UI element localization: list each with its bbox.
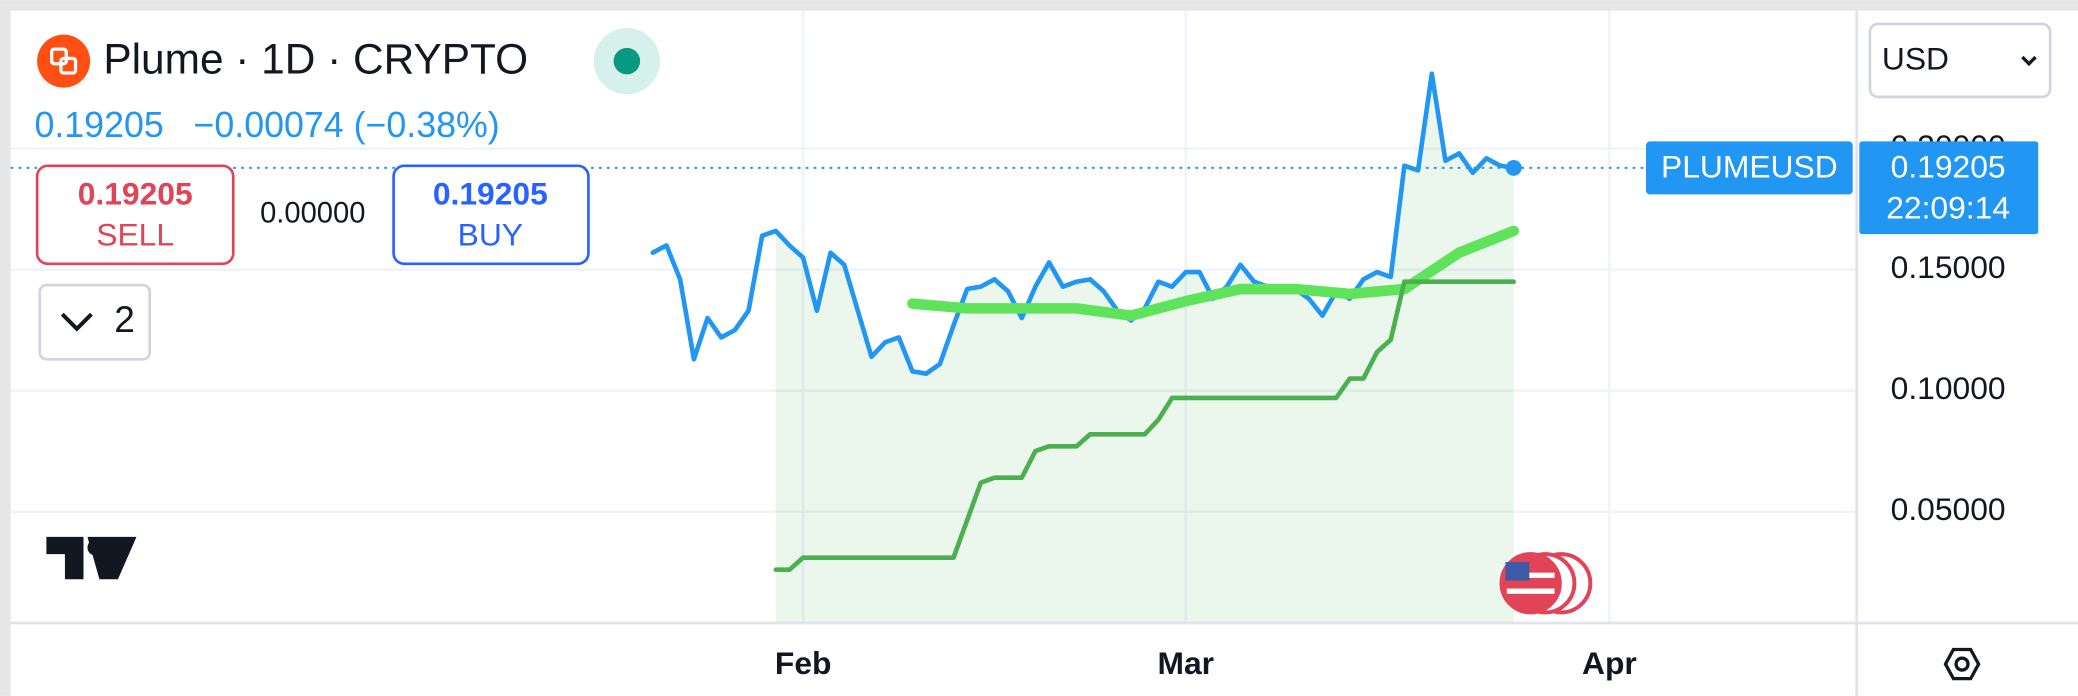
logo-glyph [50,47,68,66]
y-tick-label: 0.05000 [1891,491,2006,527]
settings-icon-center [1954,656,1970,672]
series-line [650,71,1517,377]
symbol-logo [37,34,91,88]
y-tick-label: 0.10000 [1891,370,2006,406]
price-labels: 0.050000.100000.150000.20000PLUMEUSD0.19… [1645,128,2039,527]
event-icon[interactable] [1499,552,1593,615]
flag-canton [1505,562,1530,581]
symbol-tag-label: PLUMEUSD [1661,149,1838,185]
sell-button[interactable] [35,164,235,266]
brand-logo [46,536,137,580]
sell-price: 0.19205 [78,176,193,212]
price-change: −0.00074 (−0.38%) [193,105,499,145]
flag-stripe [1506,588,1555,594]
price-tag-countdown: 22:09:14 [1886,190,2010,226]
area-fill [775,73,1514,623]
flag-stripe [1506,572,1555,578]
indicators-count: 2 [114,298,135,340]
symbol-tag [1645,141,1853,195]
last-price-dot [1505,159,1522,176]
x-tick-label: Mar [1158,645,1215,681]
brand-logo-dot [87,539,104,556]
chevron-icon [60,312,93,332]
spread: 0.00000 [260,198,365,230]
price-tag-value: 0.19205 [1891,149,2006,185]
logo-glyph [59,56,78,75]
buy-button[interactable] [392,164,590,266]
indicators-toggle[interactable] [38,283,152,361]
sell-label: SELL [96,217,174,253]
price-tag [1859,141,2039,235]
buy-label: BUY [458,217,523,253]
chevron-icon [2021,55,2037,67]
market-status-dot [613,47,641,75]
x-tick-label: Apr [1582,645,1637,681]
panel [10,10,2078,696]
currency: USD [1882,40,1949,76]
symbol-title: Plume · 1D · CRYPTO [103,36,528,83]
buy-price: 0.19205 [433,176,548,212]
settings-icon[interactable] [1943,647,1981,681]
series-line [773,279,1517,573]
x-tick-label: Feb [775,645,832,681]
currency-select[interactable] [1868,22,2052,99]
last-price: 0.19205 [34,105,163,145]
y-tick-label: 0.15000 [1891,249,2006,285]
plot-area [10,10,1856,623]
